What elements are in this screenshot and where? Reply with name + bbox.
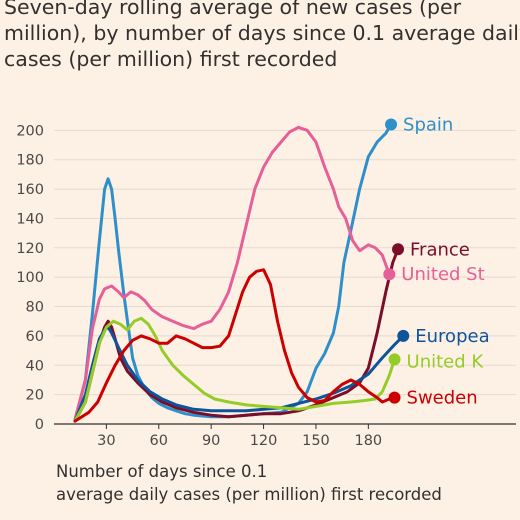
y-tick-label: 60 <box>26 329 44 345</box>
series-label-united-states: United St <box>401 264 484 285</box>
y-tick-label: 40 <box>26 358 44 374</box>
series-end-dot-united-states <box>383 268 396 281</box>
y-tick-label: 200 <box>16 123 44 139</box>
title-line-1: Seven-day rolling average of new cases (… <box>4 0 462 19</box>
series-line-france <box>73 247 400 423</box>
series-line-sweden <box>73 268 396 423</box>
series-label-spain: Spain <box>403 114 453 135</box>
y-tick-label: 140 <box>16 211 44 227</box>
x-tick-label: 60 <box>150 433 168 449</box>
series-label-united-kingdom: United K <box>407 351 485 372</box>
axis: 0 20 40 60 80 100 120 140 160 180 200 30 60 90 120 150 1… <box>16 123 516 449</box>
series-end-dot-sweden <box>388 391 401 404</box>
x-tick-label: 30 <box>97 433 115 449</box>
title-line-3: cases (per million) first recorded <box>4 47 338 71</box>
series-line-united-states <box>73 125 391 422</box>
series-lines <box>73 118 410 423</box>
x-axis-label-line-2: average daily cases (per million) first … <box>56 485 442 504</box>
series-end-dot-european-union <box>397 329 410 342</box>
title-line-2: million), by number of days since 0.1 av… <box>4 21 520 45</box>
y-tick-label: 180 <box>16 153 44 169</box>
y-tick-label: 100 <box>16 270 44 286</box>
x-tick-label: 120 <box>250 433 278 449</box>
x-tick-label: 90 <box>202 433 220 449</box>
series-line-united-kingdom <box>73 316 396 423</box>
series-end-dot-spain <box>385 118 398 131</box>
x-axis-label: Number of days since 0.1 average daily c… <box>56 460 516 506</box>
series-label-sweden: Sweden <box>407 388 478 409</box>
series-end-dot-united-kingdom <box>388 353 401 366</box>
series-line-spain <box>73 123 393 422</box>
y-tick-label: 120 <box>16 241 44 257</box>
series-label-france: France <box>410 239 470 260</box>
series-label-european-union: Europea <box>415 326 489 347</box>
x-tick-label: 180 <box>354 433 382 449</box>
x-tick-label: 150 <box>302 433 330 449</box>
x-axis-label-line-1: Number of days since 0.1 <box>56 462 268 481</box>
y-tick-label: 20 <box>26 388 44 404</box>
y-tick-label: 0 <box>35 417 44 433</box>
series-end-dot-france <box>392 243 405 256</box>
chart-title: Seven-day rolling average of new cases (… <box>4 0 520 72</box>
series-labels: Spain France United St Europea United K Swede… <box>401 114 489 408</box>
y-tick-label: 80 <box>26 300 44 316</box>
y-tick-label: 160 <box>16 182 44 198</box>
series-line-european-union <box>73 325 405 423</box>
